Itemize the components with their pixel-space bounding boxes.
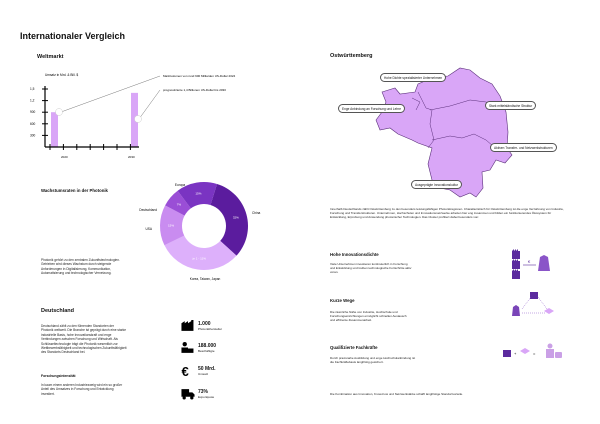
slice-value-label: 15% — [195, 191, 201, 195]
deutschland-heading: Deutschland — [41, 308, 75, 314]
y-tick-label: 1,5 — [30, 87, 35, 91]
feature-illustrations: € + = — [503, 249, 562, 358]
slice-1 — [164, 235, 237, 271]
feature-heading-wege: Kurze Wege — [330, 298, 355, 303]
annotation-2030: prognostizierte 1,4 Billionen US-Dollar … — [163, 88, 226, 92]
euro-icon: € — [181, 365, 189, 377]
slice-value-label: 7% — [177, 203, 182, 207]
x-tick-label: 2020 — [61, 155, 68, 159]
marker-2030 — [134, 115, 142, 123]
stat-value: 1.000 — [198, 321, 211, 327]
ostwuerttemberg-heading: Ostwürttemberg — [330, 53, 373, 59]
feature-text-innovation: Viele Unternehmen investieren kontinuier… — [330, 262, 412, 274]
slice-4 — [177, 182, 218, 209]
donut-title: Wachstumsraten in der Photonik — [41, 188, 108, 193]
factory-icon — [181, 320, 194, 331]
factory-icon-group — [512, 249, 520, 279]
conclusion: Die Kombination aus Innovation, Know-how… — [330, 392, 464, 396]
stat-label: Exportquote — [198, 395, 215, 399]
y-axis-label: Umsatz in Mrd. & Bill. $ — [45, 73, 78, 77]
y-tick-label: 1,2 — [30, 99, 35, 103]
stat-value: 73% — [198, 389, 209, 395]
stat-2: €50 Mrd. Umsatz — [181, 365, 216, 377]
stat-0: 1.000 Photonikhersteller — [181, 320, 222, 332]
donut-chart: 32% China je 1 - 11% Korea, Taiwan, Japan 15… — [139, 182, 261, 281]
stat-3: 73% Exportquote — [181, 388, 214, 400]
map-label-innovationskultur: Ausgeprägte Innovationskultur — [411, 180, 463, 189]
map-label-dichte: Hohe Dichte spezialisierter Unternehmen — [380, 73, 447, 82]
slice-category-label: Europa — [175, 183, 186, 187]
stat-value: 50 Mrd. — [198, 366, 216, 372]
y-tick-label: 300 — [30, 133, 36, 137]
marker-2024 — [55, 108, 63, 116]
map-label-mittelstand: Stark mittelständische Struktur — [485, 101, 537, 110]
bar-2024 — [51, 112, 58, 147]
slice-category-label: China — [252, 211, 261, 215]
photonik-text: Photonik gehört zu den zentralen Zukunft… — [41, 258, 120, 276]
slice-value-label: 15% — [168, 223, 174, 227]
slice-3 — [165, 190, 191, 216]
truck-icon — [181, 389, 195, 400]
x-tick-label: 2030 — [128, 155, 135, 159]
svg-text:€: € — [181, 365, 189, 377]
bar-chart: Umsatz in Mrd. & Bill. $ 1,5 1,2 900 600 300… — [30, 73, 236, 159]
page-title: Internationaler Vergleich — [20, 31, 126, 41]
researcher-icon — [538, 255, 550, 271]
stat-value: 188.000 — [198, 343, 217, 349]
factory-icon — [530, 292, 538, 299]
y-tick-label: 600 — [30, 122, 36, 126]
forschung-text: In kaum einem anderen Industriezweig wir… — [41, 383, 123, 396]
slice-category-label: Korea, Taiwan, Japan — [190, 277, 221, 281]
feature-heading-innovation: Hohe Innovationsdichte — [330, 252, 379, 257]
svg-text:=: = — [533, 351, 536, 356]
slice-category-label: Deutschland — [139, 208, 157, 212]
slice-value-label: 32% — [233, 215, 239, 219]
graduation-cap-icon — [520, 348, 530, 354]
feature-text-fachkraefte: Durch praxisnahe Ausbildung und enge Hoc… — [330, 356, 416, 364]
ostwuerttemberg-text: Innerhalb Deutschlands zählt Ostwürttemb… — [330, 207, 564, 219]
worker-icon — [181, 342, 194, 353]
region-map — [375, 67, 513, 198]
map-label-transfer: Aktiven Transfer- und Netzwerkstrukturen — [490, 143, 557, 152]
forschung-heading: Forschungsintensität — [41, 374, 76, 378]
stat-label: Photonikhersteller — [198, 327, 223, 331]
svg-text:+: + — [514, 351, 517, 356]
deutschland-text: Deutschland zählt zu den führenden Stand… — [41, 324, 127, 355]
y-tick-label: 900 — [30, 110, 36, 114]
stat-1: 188.000 Beschäftigte — [181, 342, 216, 354]
weltmarkt-heading: Weltmarkt — [37, 54, 64, 60]
slice-category-label: USA — [145, 227, 152, 231]
slice-value-label: je 1 - 11% — [192, 257, 207, 261]
slice-2 — [159, 205, 185, 246]
stat-label: Umsatz — [198, 372, 209, 376]
graduation-cap-icon — [544, 308, 554, 314]
slice-0 — [210, 183, 248, 256]
feature-heading-fachkraefte: Qualifizierte Fachkräfte — [330, 345, 378, 350]
researcher-icon — [512, 305, 520, 316]
worker-icon — [547, 343, 553, 349]
svg-text:€: € — [528, 259, 531, 264]
map-label-forschung: Enge Anbindung an Forschung und Lehre — [338, 104, 406, 113]
annotation-2024: Marktvolumen von rund 900 Milliarden US-… — [163, 74, 236, 78]
feature-text-wege: Die räumliche Nähe von Industrie, Hochsc… — [330, 310, 407, 322]
factory-icon — [503, 350, 511, 357]
stat-label: Beschäftigte — [198, 349, 215, 353]
